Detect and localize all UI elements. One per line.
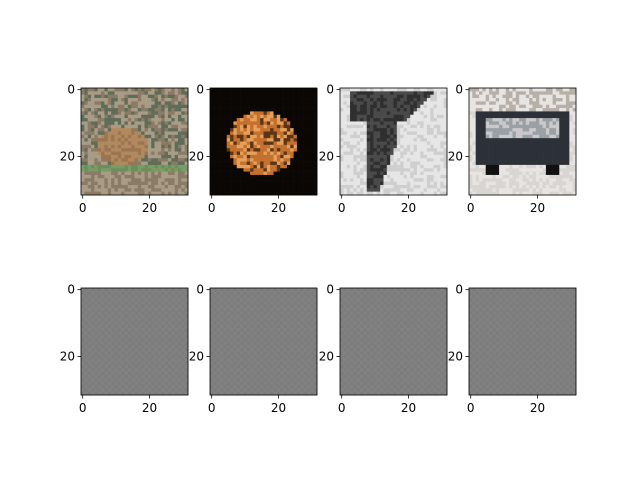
image-pixels — [469, 288, 577, 396]
x-tick-label: 20 — [401, 401, 416, 415]
x-tick-label: 20 — [401, 201, 416, 215]
image-pixels — [81, 288, 189, 396]
axes-frame — [339, 287, 448, 396]
image-panel-r1c3: 0 20 0 20 — [448, 283, 577, 415]
x-tick-label: 0 — [338, 401, 346, 415]
image-panel-r0c1: 0 20 0 20 — [189, 83, 318, 215]
x-tick-label: 0 — [79, 201, 87, 215]
y-tick-label: 20 — [189, 150, 204, 164]
x-tick-label: 20 — [142, 201, 157, 215]
x-tick-label: 0 — [338, 201, 346, 215]
y-tick-label: 0 — [67, 283, 75, 297]
x-tick-label: 0 — [208, 201, 216, 215]
image-pixels — [81, 88, 189, 196]
x-tick-label: 20 — [142, 401, 157, 415]
image-panel-r1c2: 0 20 0 20 — [319, 283, 448, 415]
y-tick-label: 0 — [67, 83, 75, 97]
x-tick-label: 0 — [79, 401, 87, 415]
image-pixels — [210, 288, 318, 396]
y-tick-label: 0 — [326, 283, 334, 297]
axes-frame — [80, 87, 189, 196]
x-tick-label: 20 — [271, 401, 286, 415]
image-panel-r0c3: 0 20 0 20 — [448, 83, 577, 215]
image-pixels — [340, 88, 448, 196]
y-tick-label: 20 — [448, 150, 463, 164]
axes-frame — [468, 287, 577, 396]
y-tick-label: 0 — [196, 283, 204, 297]
x-tick-label: 0 — [467, 401, 475, 415]
image-pixels — [340, 288, 448, 396]
y-tick-label: 20 — [189, 350, 204, 364]
y-tick-label: 0 — [455, 83, 463, 97]
y-tick-label: 20 — [60, 150, 75, 164]
axes-frame — [80, 287, 189, 396]
image-panel-r1c1: 0 20 0 20 — [189, 283, 318, 415]
y-tick-label: 20 — [319, 150, 334, 164]
y-tick-label: 0 — [455, 283, 463, 297]
y-tick-label: 20 — [60, 350, 75, 364]
axes-frame — [209, 287, 318, 396]
image-pixels — [469, 88, 577, 196]
y-tick-label: 0 — [326, 83, 334, 97]
y-tick-label: 20 — [319, 350, 334, 364]
x-tick-label: 20 — [530, 201, 545, 215]
x-tick-label: 20 — [530, 401, 545, 415]
y-tick-label: 0 — [196, 83, 204, 97]
image-panel-r0c2: 0 20 0 20 — [319, 83, 448, 215]
axes-frame — [468, 87, 577, 196]
y-tick-label: 20 — [448, 350, 463, 364]
image-pixels — [210, 88, 318, 196]
axes-frame — [209, 87, 318, 196]
image-panel-r1c0: 0 20 0 20 — [60, 283, 189, 415]
image-panel-r0c0: 0 20 0 20 — [60, 83, 189, 215]
x-tick-label: 0 — [208, 401, 216, 415]
axes-frame — [339, 87, 448, 196]
x-tick-label: 20 — [271, 201, 286, 215]
x-tick-label: 0 — [467, 201, 475, 215]
